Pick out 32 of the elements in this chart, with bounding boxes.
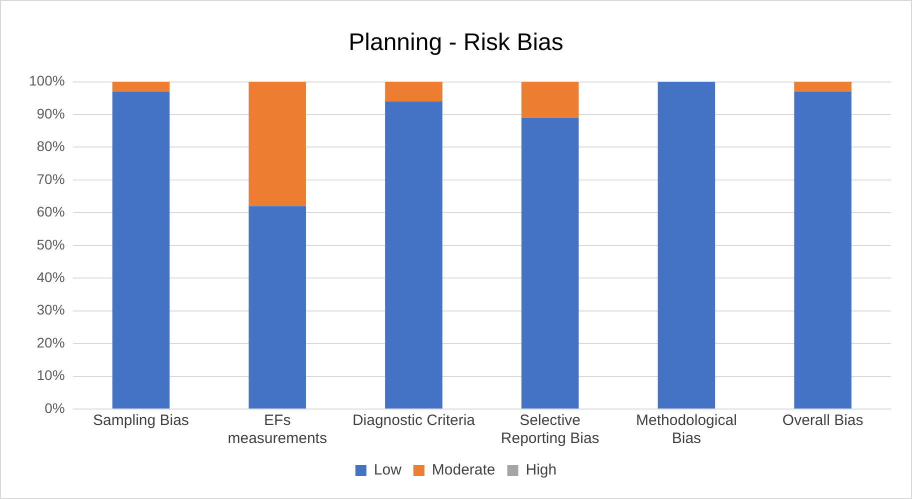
y-tick-label: 80% — [36, 138, 65, 154]
legend-label: Low — [374, 462, 402, 479]
bar — [248, 206, 306, 408]
bar — [112, 82, 170, 92]
y-tick-label: 70% — [36, 170, 65, 187]
bar — [521, 82, 579, 118]
x-tick-label: Sampling Bias — [93, 412, 189, 430]
y-tick-label: 10% — [36, 367, 65, 384]
bar — [385, 101, 442, 408]
bar — [658, 82, 716, 408]
bar — [521, 118, 579, 408]
bar — [794, 92, 852, 408]
x-tick-label: Overall Bias — [782, 412, 864, 430]
y-tick-label: 60% — [36, 204, 65, 220]
bar — [794, 82, 852, 92]
x-tick-label: Methodological Bias — [636, 412, 737, 448]
y-tick-label: 0% — [44, 400, 65, 416]
y-tick-label: 30% — [36, 302, 65, 318]
bar — [248, 82, 306, 206]
x-tick-label: EFs measurements — [228, 412, 327, 448]
bar — [385, 82, 442, 102]
legend-label: Moderate — [432, 462, 496, 479]
y-tick-label: 90% — [36, 105, 65, 122]
y-tick-label: 40% — [36, 268, 65, 285]
y-tick-label: 20% — [36, 334, 65, 350]
legend-label: High — [526, 462, 557, 479]
chart-title: Planning - Risk Bias — [348, 29, 564, 56]
bar — [112, 92, 170, 408]
y-tick-label: 100% — [28, 72, 65, 89]
y-tick-label: 50% — [36, 236, 65, 252]
x-tick-label: Selective Reporting Bias — [500, 412, 600, 448]
x-tick-label: Diagnostic Criteria — [352, 412, 476, 430]
